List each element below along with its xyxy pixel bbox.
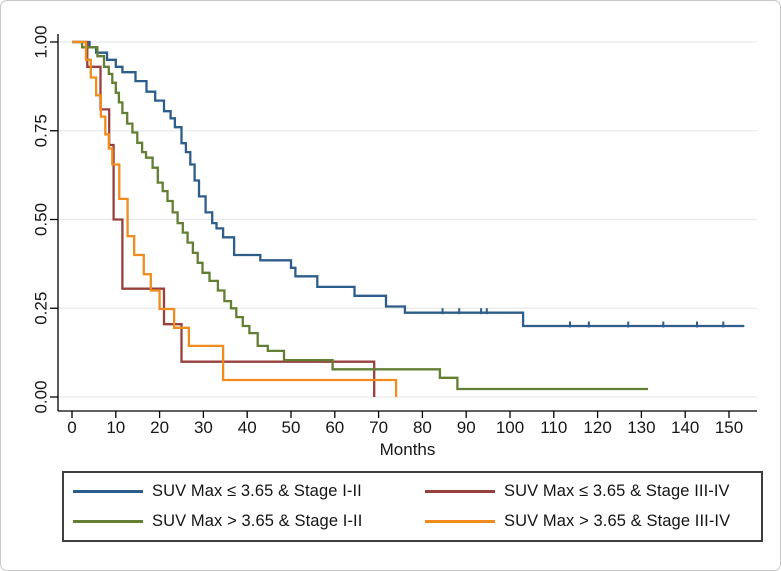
y-tick-label: 1.00 (32, 25, 51, 58)
x-axis-title: Months (380, 440, 436, 459)
legend-swatch-suv-le-3-65-stage-3-4 (425, 490, 495, 494)
y-tick-label: 0.00 (32, 380, 51, 413)
x-tick-label: 120 (583, 418, 611, 437)
curve-suv-le-3-65-stage-1-2 (72, 40, 745, 328)
legend-label-suv-gt-3-65-stage-1-2: SUV Max > 3.65 & Stage I-II (152, 511, 363, 530)
legend-entry-suv-le-3-65-stage-1-2: SUV Max ≤ 3.65 & Stage I-II (73, 479, 425, 505)
y-tick-label: 0.50 (32, 203, 51, 236)
legend-entry-suv-gt-3-65-stage-3-4: SUV Max > 3.65 & Stage III-IV (425, 508, 761, 534)
legend-label-suv-gt-3-65-stage-3-4: SUV Max > 3.65 & Stage III-IV (504, 511, 731, 530)
legend-swatch-suv-gt-3-65-stage-1-2 (73, 519, 143, 523)
x-tick-label: 60 (325, 418, 344, 437)
x-tick-label: 80 (413, 418, 432, 437)
x-tick-label: 150 (715, 418, 743, 437)
x-tick-label: 110 (540, 418, 567, 437)
curve-suv-gt-3-65-stage-1-2 (72, 40, 648, 391)
curve-suv-gt-3-65-stage-3-4 (72, 40, 398, 397)
curve-suv-le-3-65-stage-3-4 (72, 40, 376, 397)
x-tick-label: 10 (106, 418, 125, 437)
legend-swatch-suv-gt-3-65-stage-3-4 (425, 519, 495, 523)
x-tick-label: 50 (282, 418, 301, 437)
x-tick-label: 90 (457, 418, 476, 437)
y-tick-label: 0.25 (32, 292, 51, 325)
x-tick-label: 30 (194, 418, 213, 437)
legend-label-suv-le-3-65-stage-1-2: SUV Max ≤ 3.65 & Stage I-II (152, 482, 362, 501)
x-tick-label: 140 (671, 418, 699, 437)
legend-label-suv-le-3-65-stage-3-4: SUV Max ≤ 3.65 & Stage III-IV (504, 482, 730, 501)
x-tick-label: 40 (238, 418, 257, 437)
x-tick-label: 130 (627, 418, 655, 437)
y-tick-label: 0.75 (32, 114, 51, 147)
legend-box: SUV Max ≤ 3.65 & Stage I-II SUV Max ≤ 3.6… (62, 471, 763, 542)
x-tick-label: 70 (369, 418, 388, 437)
legend-entry-suv-gt-3-65-stage-1-2: SUV Max > 3.65 & Stage I-II (73, 508, 425, 534)
legend-entry-suv-le-3-65-stage-3-4: SUV Max ≤ 3.65 & Stage III-IV (425, 479, 761, 505)
x-tick-label: 100 (496, 418, 524, 437)
legend-swatch-suv-le-3-65-stage-1-2 (73, 490, 143, 494)
x-tick-label: 20 (150, 418, 169, 437)
x-tick-label: 0 (67, 418, 76, 437)
